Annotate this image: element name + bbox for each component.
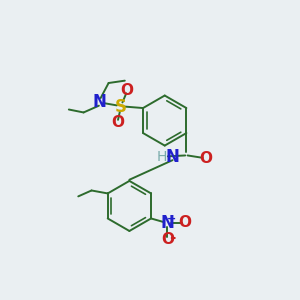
Text: O: O xyxy=(112,115,124,130)
Text: S: S xyxy=(115,98,127,116)
Text: -: - xyxy=(169,230,176,244)
Text: N: N xyxy=(166,148,179,166)
Text: N: N xyxy=(93,93,107,111)
Text: H: H xyxy=(156,150,167,164)
Text: O: O xyxy=(199,151,212,166)
Text: +: + xyxy=(167,214,177,224)
Text: O: O xyxy=(178,215,191,230)
Text: N: N xyxy=(160,214,174,232)
Text: O: O xyxy=(120,83,133,98)
Text: O: O xyxy=(161,232,174,247)
